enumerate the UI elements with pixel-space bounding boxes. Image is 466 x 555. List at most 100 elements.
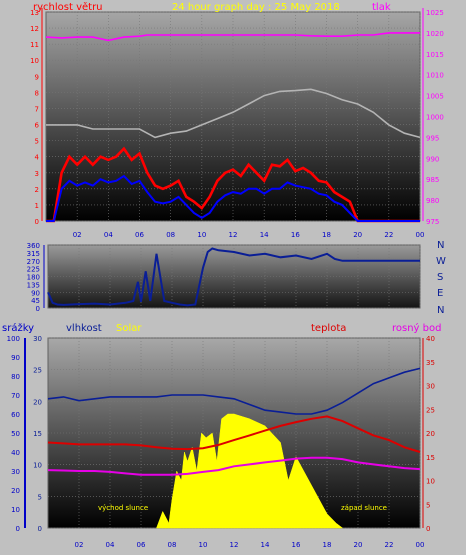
temperature-tick-label: 5 bbox=[426, 501, 430, 509]
wind-speed-tick-label: 7 bbox=[35, 105, 39, 113]
compass-label-e: E bbox=[437, 288, 443, 299]
x-tick-label-bottom: 16 bbox=[292, 541, 301, 549]
wind-speed-axis-title: rychlost větru bbox=[33, 1, 103, 13]
wind-speed-tick-label: 10 bbox=[30, 57, 39, 65]
x-tick-label-bottom: 14 bbox=[261, 541, 270, 549]
pressure-tick-label: 980 bbox=[426, 197, 439, 205]
pressure-tick-label: 985 bbox=[426, 176, 439, 184]
x-tick-label-bottom: 22 bbox=[385, 541, 394, 549]
wind-direction-tick-label: 180 bbox=[27, 274, 40, 282]
wind-speed-tick-label: 12 bbox=[30, 25, 39, 33]
rain-tick-label: 20 bbox=[11, 487, 20, 495]
temperature-tick-label: 15 bbox=[426, 454, 435, 462]
x-tick-label-bottom: 20 bbox=[354, 541, 363, 549]
wind-speed-tick-label: 4 bbox=[35, 154, 40, 162]
x-tick-label-bottom: 10 bbox=[199, 541, 208, 549]
gust-line bbox=[46, 174, 420, 222]
temperature-tick-label: 0 bbox=[426, 525, 430, 533]
rain-tick-label: 50 bbox=[11, 430, 20, 438]
humidity-tick-label: 20 bbox=[33, 398, 42, 406]
wind-speed-tick-label: 9 bbox=[35, 73, 39, 81]
humidity-axis-title: vlhkost bbox=[66, 323, 102, 334]
rain-tick-label: 90 bbox=[11, 354, 20, 362]
wind-speed-tick-label: 0 bbox=[35, 218, 39, 226]
temperature-tick-label: 30 bbox=[426, 383, 435, 391]
wind-direction-tick-label: 45 bbox=[31, 297, 40, 305]
humidity-line bbox=[47, 367, 421, 415]
humidity-tick-label: 25 bbox=[33, 367, 42, 375]
x-tick-label-top: 12 bbox=[229, 231, 238, 239]
wind-speed-tick-label: 11 bbox=[30, 41, 39, 49]
rain-axis-title: srážky bbox=[2, 322, 34, 334]
temperature-axis-title: teplota bbox=[311, 323, 346, 334]
x-tick-label-top: 14 bbox=[260, 231, 269, 239]
rain-tick-label: 0 bbox=[16, 525, 20, 533]
wind-direction-tick-label: 270 bbox=[27, 258, 40, 266]
temperature-tick-label: 35 bbox=[426, 359, 435, 367]
x-tick-label-bottom: 02 bbox=[75, 541, 84, 549]
humidity-tick-label: 30 bbox=[33, 335, 42, 343]
x-tick-label-bottom: 18 bbox=[323, 541, 332, 549]
humidity-tick-label: 10 bbox=[33, 462, 42, 470]
wind-speed-tick-label: 13 bbox=[30, 9, 39, 17]
pressure-tick-label: 1015 bbox=[426, 51, 444, 59]
wind-direction-tick-label: 135 bbox=[27, 281, 40, 289]
pressure-tick-label: 1020 bbox=[426, 30, 444, 38]
sunset-annotation: západ slunce bbox=[341, 504, 387, 512]
pressure-tick-label: 1000 bbox=[426, 114, 444, 122]
pressure-axis-title: tlak bbox=[372, 2, 391, 13]
x-tick-label-top: 18 bbox=[322, 231, 331, 239]
wind-speed-tick-label: 5 bbox=[35, 138, 39, 146]
dew-point-line bbox=[47, 456, 421, 476]
x-tick-label-top: 06 bbox=[135, 231, 144, 239]
rain-tick-label: 80 bbox=[11, 373, 20, 381]
rain-tick-label: 10 bbox=[11, 506, 20, 514]
pressure-tick-label: 1010 bbox=[426, 72, 444, 80]
pressure-tick-label: 990 bbox=[426, 155, 439, 163]
wind-speed-tick-label: 3 bbox=[35, 170, 39, 178]
temperature-tick-label: 10 bbox=[426, 478, 435, 486]
wind-direction-tick-label: 315 bbox=[27, 250, 40, 258]
x-tick-label-top: 00 bbox=[416, 231, 425, 239]
x-tick-label-bottom: 00 bbox=[416, 541, 425, 549]
pressure-tick-label: 995 bbox=[426, 134, 439, 142]
wind-direction-tick-label: 0 bbox=[36, 305, 40, 313]
rain-tick-label: 70 bbox=[11, 392, 20, 400]
x-tick-label-top: 10 bbox=[197, 231, 206, 239]
pressure-line bbox=[45, 32, 420, 42]
x-tick-label-top: 04 bbox=[104, 231, 113, 239]
x-tick-label-bottom: 04 bbox=[106, 541, 115, 549]
humidity-tick-label: 15 bbox=[33, 430, 42, 438]
wind-speed-tick-label: 8 bbox=[35, 89, 39, 97]
x-tick-label-top: 16 bbox=[291, 231, 300, 239]
x-tick-label-bottom: 08 bbox=[168, 541, 177, 549]
temperature-line bbox=[47, 415, 421, 453]
rain-tick-label: 40 bbox=[11, 449, 20, 457]
temperature-tick-label: 20 bbox=[426, 430, 435, 438]
humidity-tick-label: 0 bbox=[38, 525, 42, 533]
humidity-tick-label: 5 bbox=[38, 493, 42, 501]
wind-direction-tick-label: 90 bbox=[31, 289, 40, 297]
wind-direction-line bbox=[47, 247, 420, 307]
rain-tick-label: 100 bbox=[7, 335, 20, 343]
wind-direction-tick-label: 225 bbox=[27, 266, 40, 274]
pressure-tick-label: 975 bbox=[426, 218, 439, 226]
wind-speed-tick-label: 1 bbox=[35, 202, 39, 210]
wind-speed-tick-label: 6 bbox=[35, 122, 40, 130]
x-tick-label-top: 02 bbox=[73, 231, 82, 239]
compass-label-n-top: N bbox=[437, 240, 444, 251]
pressure-tick-label: 1005 bbox=[426, 93, 444, 101]
compass-label-n-bottom: N bbox=[437, 305, 444, 316]
pressure-trend-line bbox=[46, 88, 421, 139]
compass-label-w: W bbox=[436, 256, 446, 267]
compass-label-s: S bbox=[437, 272, 443, 283]
chart-title: 24 hour graph day : 25 May 2018 bbox=[172, 2, 340, 13]
wind-speed-tick-label: 2 bbox=[35, 186, 39, 194]
temperature-tick-label: 25 bbox=[426, 406, 435, 414]
wind-direction-tick-label: 360 bbox=[27, 242, 40, 250]
x-tick-label-top: 22 bbox=[384, 231, 393, 239]
sunrise-annotation: východ slunce bbox=[98, 504, 148, 512]
x-tick-label-top: 08 bbox=[166, 231, 175, 239]
